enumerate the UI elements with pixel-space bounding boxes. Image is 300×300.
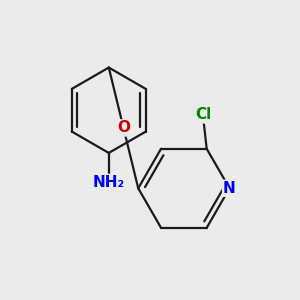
Text: Cl: Cl [196,107,212,122]
Text: NH₂: NH₂ [93,175,125,190]
Text: O: O [117,120,130,135]
Text: N: N [223,181,236,196]
